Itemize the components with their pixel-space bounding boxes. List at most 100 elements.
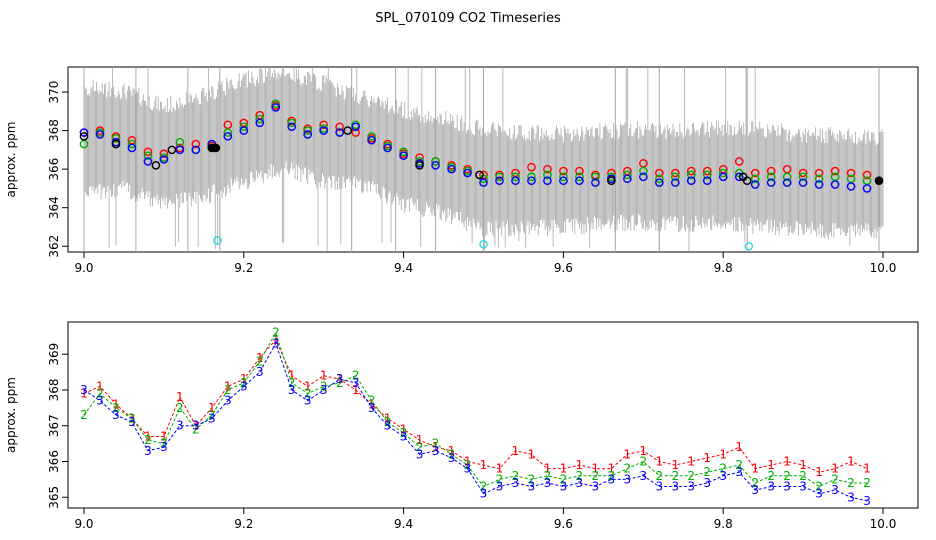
data-point: [654, 168, 664, 178]
series-marker: 1: [544, 462, 552, 476]
series-marker: 1: [799, 458, 807, 472]
series-marker: 1: [160, 429, 168, 443]
x-tick-label: 9.8: [714, 261, 733, 275]
data-point: [607, 176, 616, 185]
series-marker: 1: [623, 447, 631, 461]
data-point: [862, 184, 872, 193]
data-point: [479, 239, 488, 249]
series-marker: 2: [368, 394, 376, 408]
series-marker: 3: [623, 472, 631, 486]
series-marker: 3: [368, 401, 376, 415]
series-marker: 2: [831, 472, 839, 486]
series-marker: 1: [687, 455, 695, 469]
data-point: [830, 180, 840, 189]
series-marker: 3: [703, 476, 711, 490]
series-marker: 3: [272, 336, 280, 350]
data-point: [475, 170, 484, 180]
data-point: [527, 172, 536, 182]
series-marker: 1: [783, 455, 791, 469]
series-marker: 1: [384, 412, 392, 426]
series-marker: 2: [847, 476, 855, 490]
series-marker: 3: [240, 379, 248, 393]
data-point: [766, 178, 776, 187]
series-marker: 1: [560, 462, 568, 476]
data-point: [367, 135, 376, 145]
series-marker: 3: [176, 419, 184, 433]
data-point: [223, 128, 233, 137]
data-point: [399, 151, 408, 160]
series-marker: 1: [400, 422, 408, 436]
data-point: [143, 151, 153, 160]
data-point: [654, 178, 664, 187]
series-marker: 1: [112, 397, 120, 411]
series-marker: 3: [608, 472, 616, 486]
series-marker: 1: [432, 440, 440, 454]
data-point: [511, 176, 520, 185]
series-marker: 3: [224, 394, 232, 408]
data-point: [127, 139, 137, 149]
data-point: [742, 176, 752, 185]
data-point: [702, 170, 712, 180]
y-tick-label: 368: [47, 119, 61, 142]
data-point: [798, 172, 808, 182]
data-point: [654, 174, 664, 184]
series-marker: 1: [831, 462, 839, 476]
data-point: [798, 168, 808, 178]
series-marker: 1: [448, 444, 456, 458]
data-point: [862, 170, 872, 180]
series-marker: 2: [128, 412, 136, 426]
series-marker: 2: [544, 469, 552, 483]
series-marker: 2: [751, 476, 759, 490]
series-marker: 2: [336, 376, 344, 390]
series-marker: 1: [703, 451, 711, 465]
data-point: [559, 172, 568, 182]
x-tick-label: 9.8: [714, 517, 733, 531]
data-point: [143, 147, 153, 157]
series-marker: 3: [560, 480, 568, 494]
series-marker: 3: [304, 394, 312, 408]
data-point: [670, 172, 680, 182]
series-marker: 1: [288, 369, 296, 383]
series-marker: 3: [592, 480, 600, 494]
series-marker: 2: [639, 455, 647, 469]
series-marker: 3: [863, 494, 871, 508]
data-point: [718, 172, 728, 182]
series-marker: 3: [320, 383, 328, 397]
x-tick-label: 9.6: [554, 517, 573, 531]
data-point: [175, 145, 185, 155]
data-point: [814, 168, 824, 178]
series-marker: 3: [432, 444, 440, 458]
data-point: [527, 176, 536, 185]
data-point: [335, 122, 344, 132]
data-point: [343, 126, 352, 135]
series-marker: 2: [144, 433, 152, 447]
data-point: [479, 178, 488, 187]
top-panel: 9.0 9.2 9.4 9.6 9.8 10.0 362 364 366 368 370 approx…: [4, 66, 919, 275]
data-point: [495, 172, 504, 182]
series-marker: 2: [192, 422, 200, 436]
series-marker: 2: [80, 408, 88, 422]
data-point: [750, 168, 760, 178]
data-point: [127, 143, 137, 153]
x-tick-label: 10.0: [870, 261, 897, 275]
series-marker: 2: [863, 476, 871, 490]
data-point: [686, 166, 696, 176]
series-marker: 3: [192, 419, 200, 433]
data-point: [143, 157, 153, 166]
y-tick-label: 366: [47, 158, 61, 181]
data-point: [335, 128, 344, 137]
data-point: [543, 176, 552, 185]
data-point: [702, 176, 712, 185]
series-marker: 2: [416, 440, 424, 454]
data-point: [213, 236, 222, 245]
series-marker: 2: [320, 379, 328, 393]
data-point: [575, 172, 584, 182]
series-marker: 3: [831, 483, 839, 497]
data-point: [639, 172, 648, 182]
y-tick-label: 365: [47, 486, 61, 509]
data-point: [814, 180, 824, 189]
series-marker: 1: [863, 462, 871, 476]
